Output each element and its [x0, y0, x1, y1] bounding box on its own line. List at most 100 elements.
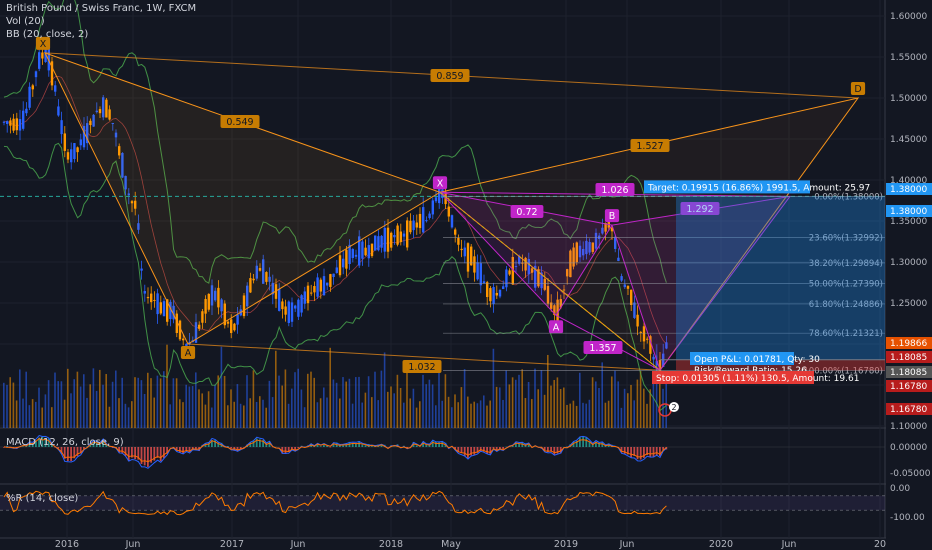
time-axis-label: 2017 [220, 539, 244, 550]
macd-histogram-bar [44, 438, 47, 447]
macd-histogram-bar [585, 437, 588, 447]
volume-bar [92, 368, 95, 428]
volume-bar [57, 381, 59, 428]
volume-bar [348, 378, 351, 428]
harmonic-ratio-label: 1.032 [408, 362, 435, 373]
volume-bar [435, 405, 437, 428]
candle-body [617, 257, 620, 262]
volume-legend[interactable]: Vol (20) [6, 16, 45, 27]
volume-bar [25, 371, 27, 428]
macd-histogram-bar [3, 447, 5, 448]
wr-line [3, 490, 667, 516]
candle-body [134, 200, 137, 209]
volume-bar [518, 374, 520, 428]
candle-body [578, 245, 582, 258]
long-position-tool[interactable]: Target: 0.19915 (16.86%) 1991.5, Amount:… [644, 180, 885, 417]
macd-histogram-bar [483, 447, 485, 452]
macd-histogram-bar [316, 444, 319, 447]
harmonic-small-ratio-label-bg [595, 183, 635, 196]
candle-body [214, 290, 217, 301]
volume-bar [294, 372, 296, 428]
candle-body [447, 206, 450, 217]
harmonic-ratio-label-bg [630, 139, 670, 152]
price-axis-tick: 1.60000 [890, 12, 927, 22]
candle-body [108, 109, 111, 120]
candle-body [604, 222, 607, 232]
harmonic-small-point-label: B [609, 211, 616, 222]
price-axis-tick: 1.10000 [890, 422, 927, 432]
volume-bar [284, 369, 287, 428]
candle-body [348, 244, 351, 265]
bollinger-legend[interactable]: BB (20, close, 2) [6, 29, 89, 40]
candle-body [438, 185, 441, 204]
target-label: Target: 0.19915 (16.86%) 1991.5, Amount:… [647, 183, 870, 193]
macd-axis-tick: -0.05000 [890, 469, 931, 479]
price-axis[interactable]: 1.60000 1.55000 1.50000 1.45000 1.40000 1.350… [886, 0, 932, 550]
volume-bar [111, 381, 114, 428]
volume-bar [73, 379, 75, 428]
candle-body [370, 243, 374, 257]
candle-body [6, 121, 9, 124]
price-tag: 1.38000 [890, 185, 927, 195]
volume-bar [332, 379, 335, 428]
volume-bar [358, 376, 360, 428]
candle-body [25, 108, 28, 114]
volume-bar [531, 399, 533, 428]
volume-bar [447, 396, 450, 428]
candle-body [466, 243, 470, 272]
harmonic-pattern-drawings[interactable]: XAD0.5491.5270.8591.032XABD0.721.0261.29… [0, 36, 885, 373]
macd-histogram-bar [60, 447, 63, 454]
candle-body [166, 299, 169, 322]
price-axis-tick: 1.40000 [890, 176, 927, 186]
macd-histogram-bar [633, 447, 636, 456]
candle-body [236, 314, 239, 325]
volume-bar [278, 375, 280, 428]
time-axis[interactable]: 2016 Jun 2017 Jun 2018 May 2019 Jun 2020 Jun 20 [0, 539, 932, 550]
candle-body [575, 242, 578, 263]
candle-body [217, 287, 220, 308]
volume-bar [495, 386, 498, 428]
volume-bar [457, 402, 459, 428]
price-axis-tick: 1.50000 [890, 94, 927, 104]
candle-body [534, 265, 537, 288]
volume-bar [195, 372, 197, 428]
candle-body [345, 249, 348, 269]
macd-histogram-bar [499, 447, 501, 450]
candle-body [486, 282, 489, 297]
price-axis-tick: 1.45000 [890, 135, 927, 145]
candle-body [386, 227, 390, 252]
candle-body [143, 290, 146, 294]
macd-histogram-bar [572, 441, 575, 447]
symbol-title[interactable]: British Pound / Swiss Franc, 1W, FXCM [6, 3, 197, 14]
candle-body [18, 119, 22, 131]
candle-body [9, 120, 12, 126]
time-axis-label: Jun [619, 539, 635, 550]
macd-histogram-bar [188, 447, 191, 452]
macd-histogram-bar [566, 446, 568, 447]
candle-body [633, 302, 636, 318]
candle-body [41, 52, 44, 59]
volume-bar [223, 375, 226, 428]
volume-bar [35, 401, 37, 428]
macd-histogram-bar [511, 446, 514, 447]
time-axis-label: Jun [125, 539, 141, 550]
candle-body [351, 249, 354, 258]
candle-body [665, 342, 668, 349]
macd-histogram-bar [185, 447, 188, 451]
price-tag: 1.18085 [890, 353, 927, 363]
volume-bar [150, 378, 152, 428]
volume-bar [99, 369, 101, 428]
volume-bar [326, 397, 328, 428]
macd-signal-line [3, 438, 667, 463]
fibonacci-retracement[interactable]: 0.00%(1.38000) 23.60%(1.32992) 38.20%(1.29… [443, 192, 885, 376]
williams-r-legend[interactable]: %R (14, close) [6, 493, 79, 504]
macd-histogram-bar [182, 447, 184, 454]
volume-bar [566, 404, 568, 428]
macd-histogram-bar [67, 447, 69, 462]
volume-bar [179, 399, 181, 428]
macd-histogram-bar [131, 447, 133, 458]
volume-bar [463, 369, 466, 428]
macd-legend[interactable]: MACD (12, 26, close, 9) [6, 437, 124, 448]
harmonic-small-ratio-label-bg [583, 341, 623, 354]
